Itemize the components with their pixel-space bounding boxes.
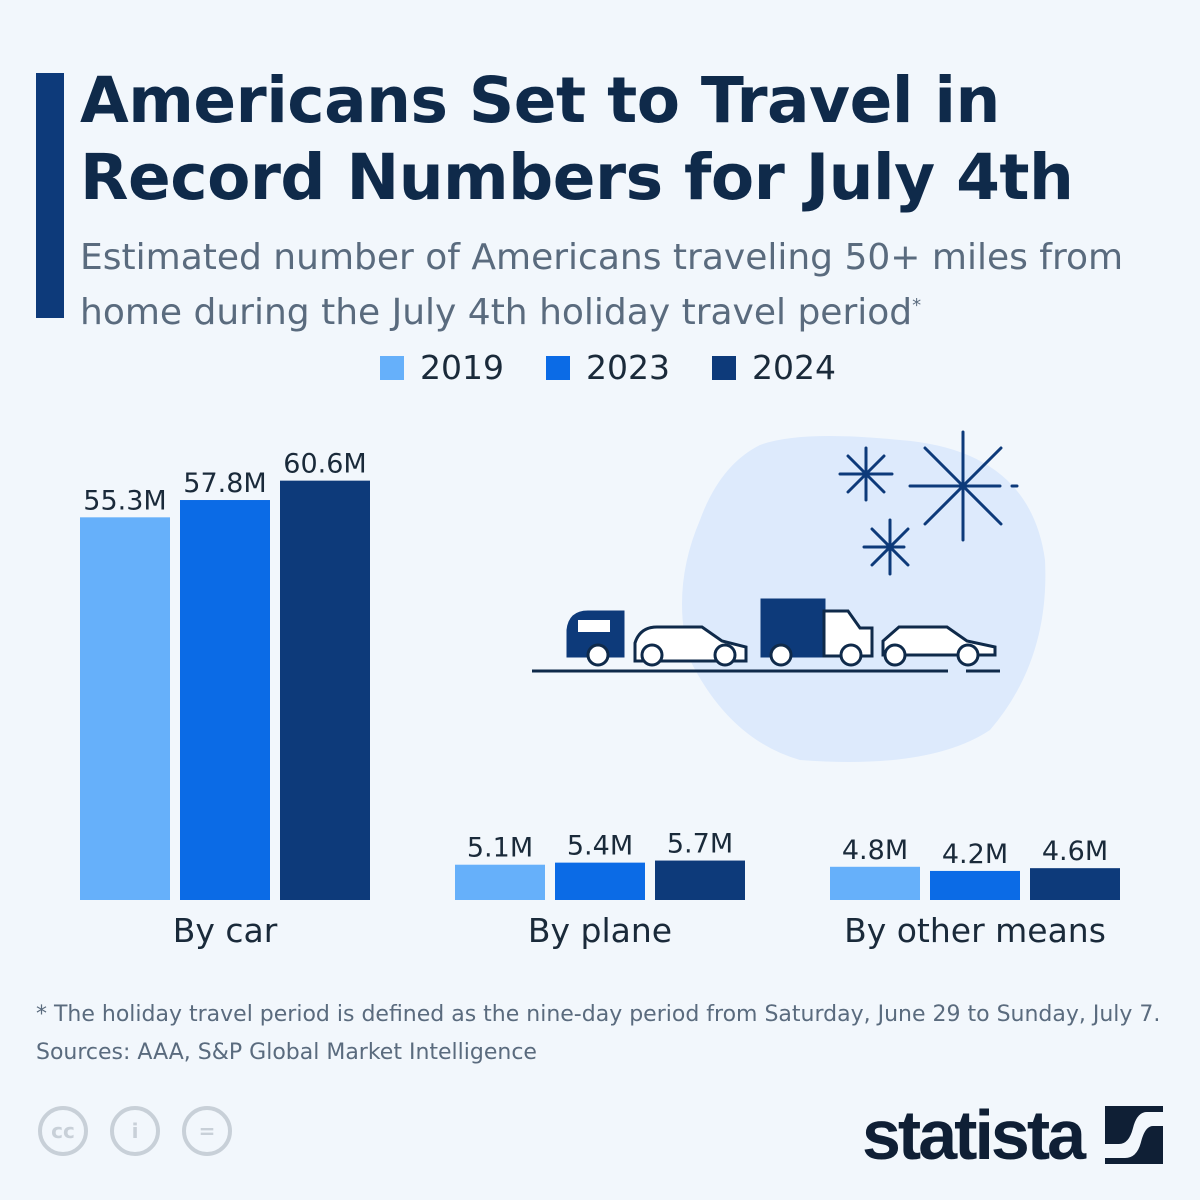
legend-label: 2023	[585, 348, 670, 387]
statista-logo-icon	[1105, 1106, 1163, 1164]
bar-2019-0	[80, 517, 170, 900]
data-label: 57.8M	[183, 468, 266, 499]
bar-2023-1	[555, 862, 645, 900]
title-accent-bar	[36, 73, 64, 318]
brand-text: statista	[862, 1096, 1086, 1174]
bar-2019-1	[455, 864, 545, 900]
category-label: By other means	[844, 911, 1106, 950]
no-derivatives-icon[interactable]: =	[182, 1106, 232, 1156]
bar-2023-2	[930, 870, 1020, 900]
category-label: By plane	[528, 911, 672, 950]
legend-swatch	[545, 355, 570, 380]
legend-label: 2019	[420, 348, 504, 387]
bar-2023-0	[180, 500, 270, 900]
bar-2024-1	[655, 860, 745, 900]
attribution-icon[interactable]: i	[110, 1106, 160, 1156]
travel-illustration	[532, 430, 1046, 762]
cc-icon[interactable]: cc	[38, 1106, 88, 1156]
legend-label: 2024	[751, 348, 836, 387]
sources: Sources: AAA, S&P Global Market Intellig…	[36, 1040, 537, 1065]
vehicles-icon	[532, 598, 1000, 673]
data-label: 4.8M	[842, 835, 908, 866]
data-label: 5.4M	[567, 831, 633, 862]
legend-item-2023: 2023	[545, 348, 670, 387]
legend-item-2019: 2019	[380, 348, 504, 387]
data-label: 60.6M	[283, 449, 366, 480]
bar-2024-0	[280, 480, 370, 900]
data-label: 5.7M	[667, 829, 733, 860]
bar-chart: 55.3M 57.8M 60.6M By car 5.1M 5.4M 5.7M By plan…	[80, 430, 1120, 950]
fireworks-icon	[838, 430, 1019, 576]
legend-swatch	[711, 355, 736, 380]
statista-logo[interactable]: statista	[862, 1095, 1086, 1175]
category-label: By car	[173, 911, 278, 950]
subtitle-footnote-mark: *	[912, 295, 922, 316]
bar-2024-2	[1030, 868, 1120, 900]
data-label: 55.3M	[83, 485, 166, 516]
bar-2019-2	[830, 866, 920, 900]
subtitle: Estimated number of Americans traveling …	[80, 234, 1180, 337]
subtitle-text: Estimated number of Americans traveling …	[80, 237, 1124, 333]
legend: 2019 2023 2024	[380, 348, 836, 387]
footnote: * The holiday travel period is defined a…	[36, 1002, 1161, 1027]
page-title: Americans Set to Travel in Record Number…	[80, 64, 1074, 214]
data-label: 5.1M	[467, 833, 533, 864]
data-label: 4.2M	[942, 839, 1008, 870]
data-label: 4.6M	[1042, 836, 1108, 867]
legend-item-2024: 2024	[711, 348, 836, 387]
legend-swatch	[380, 355, 404, 380]
